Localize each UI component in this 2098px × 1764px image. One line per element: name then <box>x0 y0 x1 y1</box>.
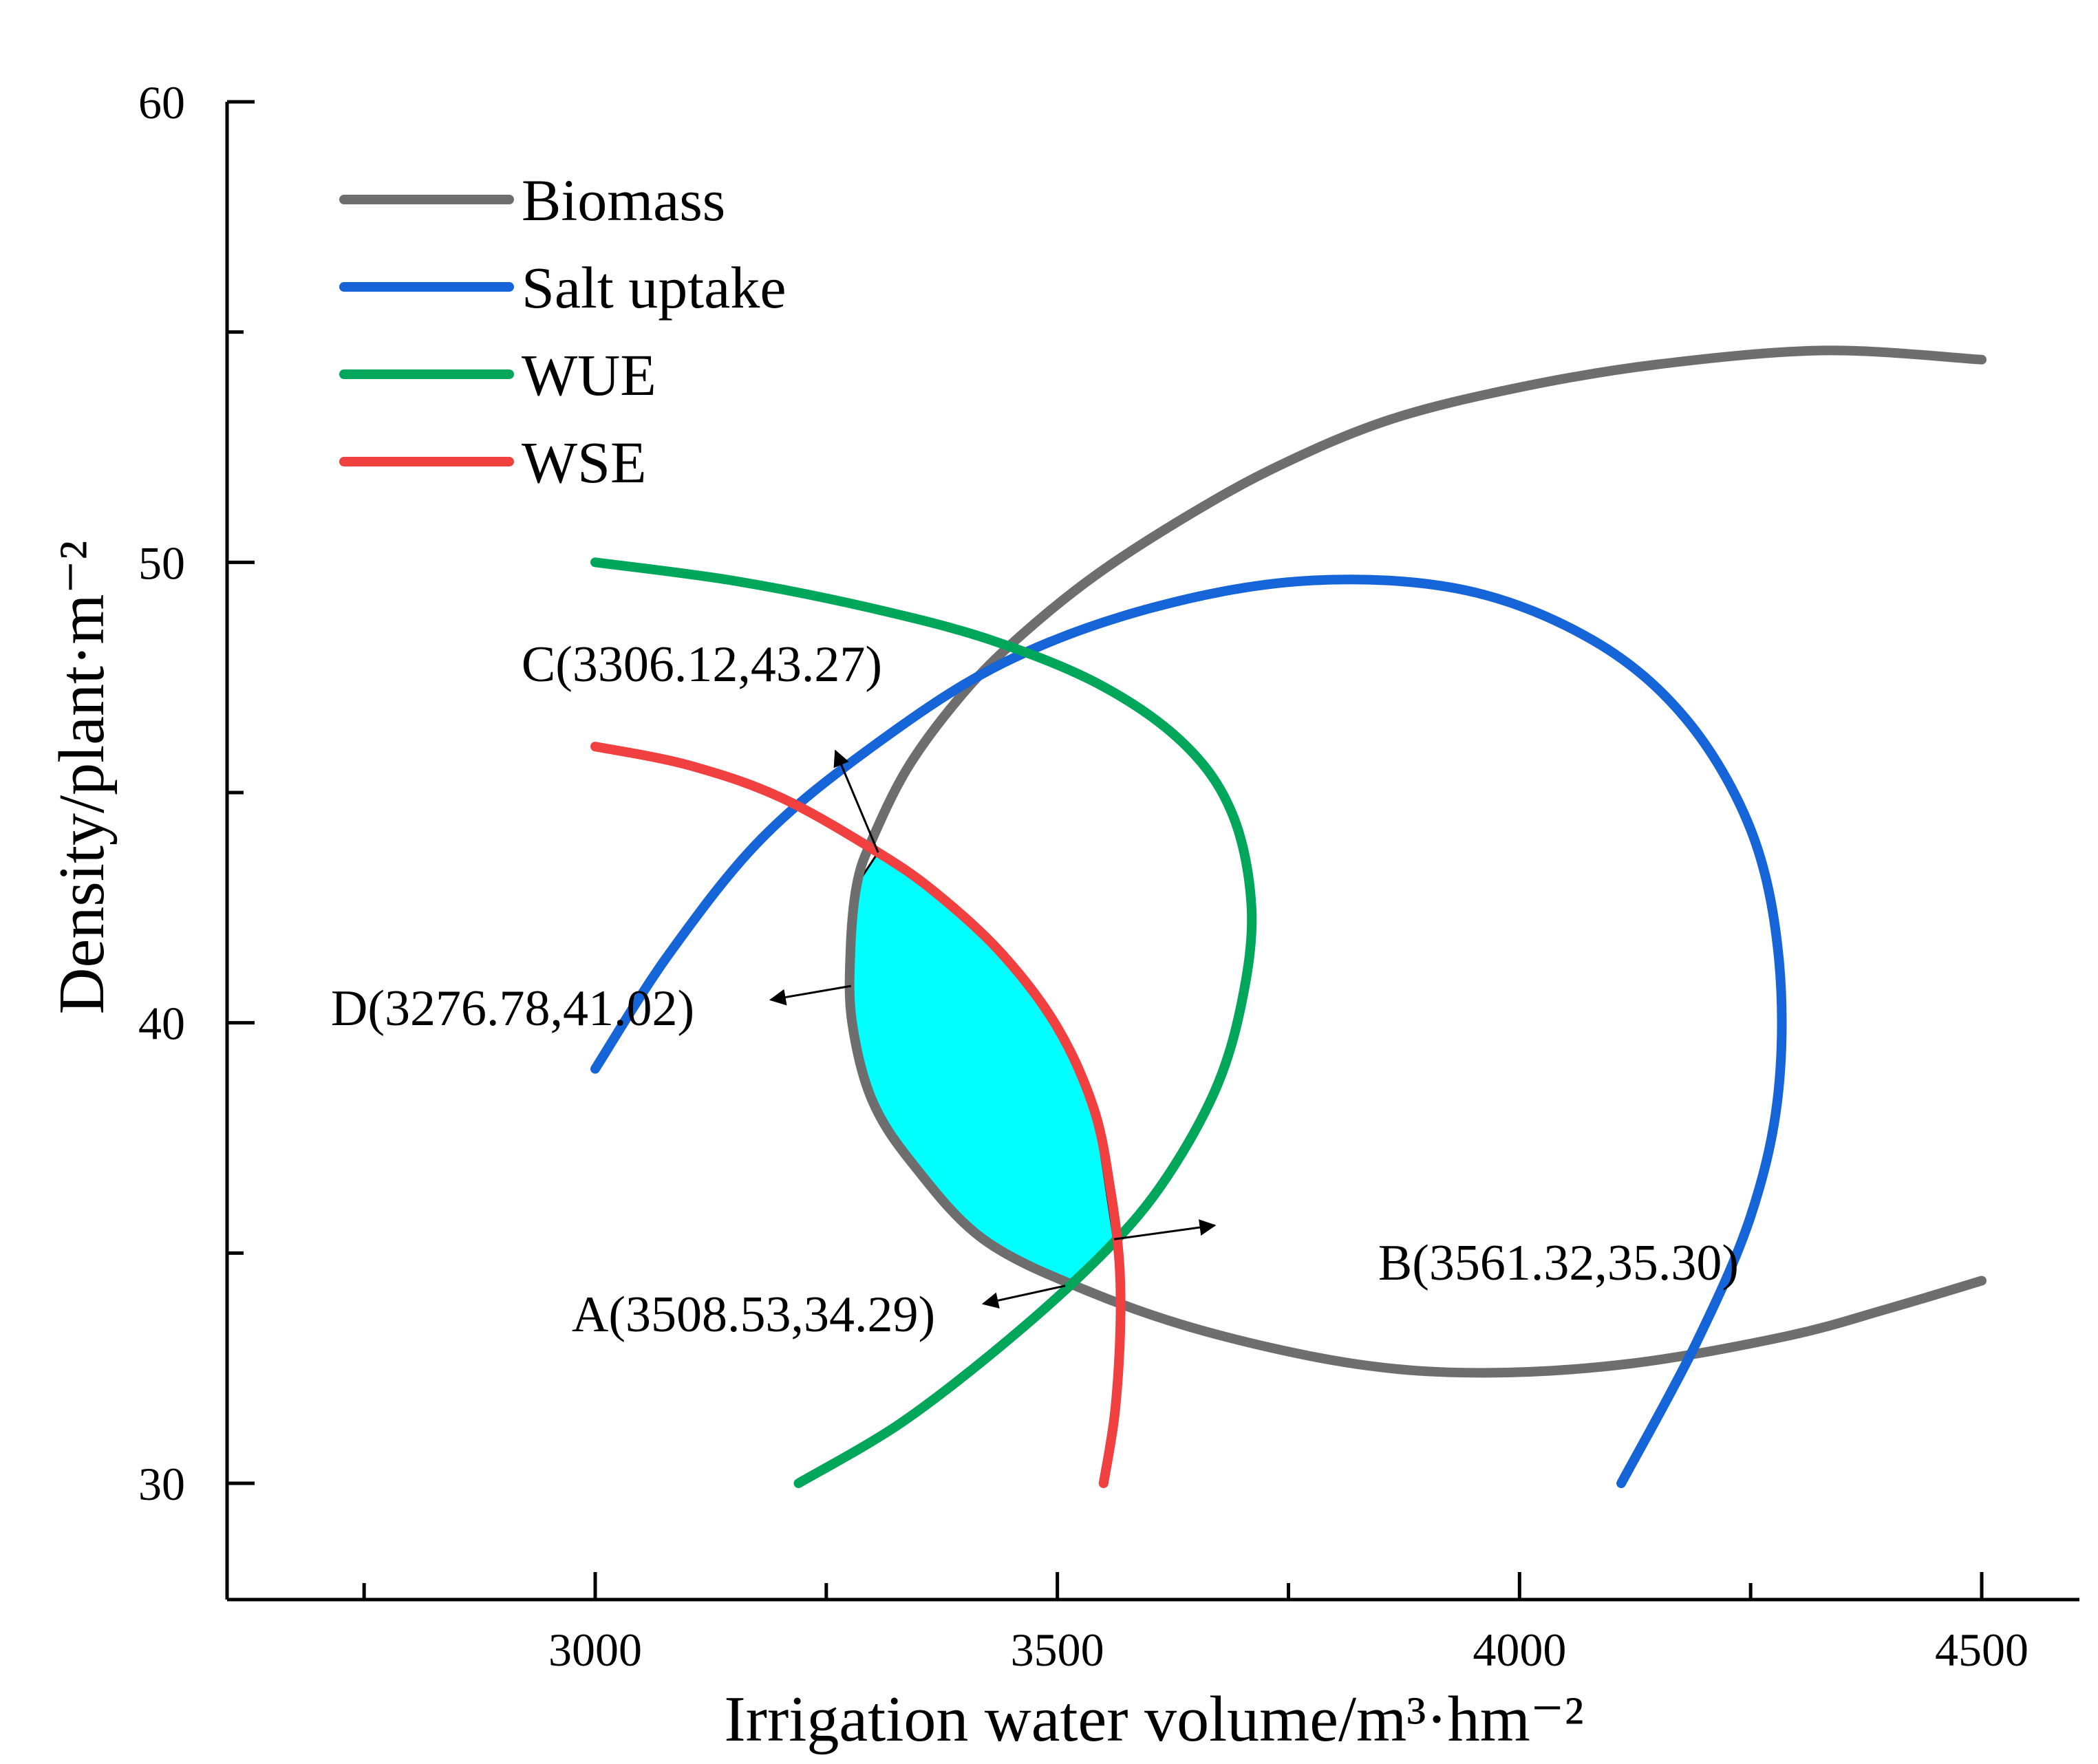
y-tick-label: 50 <box>138 537 185 589</box>
annotation-arrow <box>769 985 852 1006</box>
x-tick-label: 4500 <box>1935 1624 2029 1676</box>
y-ticks: 30 40 50 60 <box>138 76 255 1510</box>
annotation-arrow <box>1113 1219 1217 1240</box>
x-tick-label: 3000 <box>548 1624 642 1676</box>
x-tick-label: 3500 <box>1011 1624 1104 1676</box>
plot-area <box>590 345 1987 1488</box>
legend-label-wue: WUE <box>522 342 656 408</box>
series-line-wse <box>590 742 1126 1488</box>
series-line-salt-uptake <box>590 574 1787 1488</box>
annotation-label: D(3276.78,41.02) <box>331 980 694 1037</box>
x-tick-label: 4000 <box>1473 1624 1566 1676</box>
series-layer <box>590 345 1987 1488</box>
annotation-label: B(3561.32,35.30) <box>1378 1235 1739 1291</box>
annotation-arrow <box>833 749 879 853</box>
y-axis-title: Density/plant·m⁻² <box>46 541 118 1015</box>
x-axis-title: Irrigation water volume/m³·hm⁻² <box>724 1684 1583 1755</box>
series-line-wue <box>590 557 1257 1488</box>
y-tick-label: 40 <box>138 998 185 1050</box>
legend-label-biomass: Biomass <box>522 167 725 233</box>
legend-label-salt-uptake: Salt uptake <box>522 255 786 321</box>
legend: Biomass Salt uptake WUE WSE <box>339 167 786 495</box>
y-tick-label: 60 <box>138 76 185 129</box>
y-tick-label: 30 <box>138 1458 185 1510</box>
annotation-arrow <box>981 1284 1066 1309</box>
legend-label-wse: WSE <box>522 429 647 495</box>
axes: 30 40 50 60 3000 3500 4000 4500 <box>138 76 2079 1676</box>
series-line-biomass <box>844 345 1987 1378</box>
x-ticks: 3000 3500 4000 4500 <box>362 1572 2029 1676</box>
annotations: C(3306.12,43.27) D(3276.78,41.02) B(3561.3… <box>331 636 1739 1343</box>
annotation-label: C(3306.12,43.27) <box>522 636 882 693</box>
annotation-label: A(3508.53,34.29) <box>572 1287 935 1343</box>
